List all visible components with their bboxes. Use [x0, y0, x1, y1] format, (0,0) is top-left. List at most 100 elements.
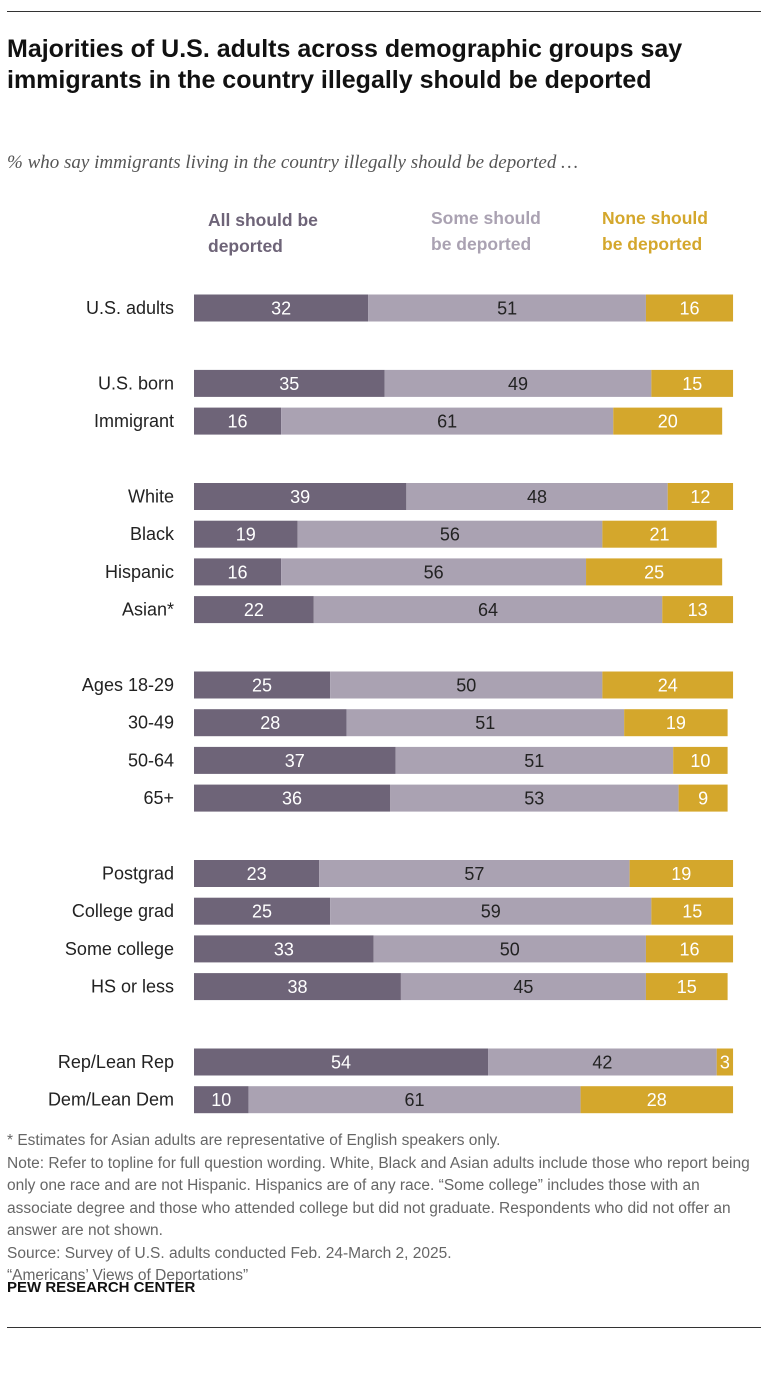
- data-label-all: 23: [247, 864, 267, 884]
- row-label: Black: [130, 524, 175, 544]
- data-label-some: 56: [424, 562, 444, 582]
- row-label: 30-49: [128, 713, 174, 733]
- legend-none: None should be deported: [602, 205, 708, 257]
- bar-segment-some: [400, 973, 646, 1001]
- row-label: Ages 18-29: [82, 675, 174, 695]
- data-label-some: 51: [497, 299, 517, 319]
- bar-segment-none: [651, 897, 734, 925]
- data-label-some: 53: [524, 789, 544, 809]
- bar-segment-none: [651, 369, 734, 397]
- bar-segment-some: [248, 1086, 581, 1114]
- data-label-all: 32: [271, 299, 291, 319]
- data-label-all: 39: [290, 487, 310, 507]
- bar-segment-none: [667, 483, 734, 510]
- note-asian: * Estimates for Asian adults are represe…: [7, 1132, 501, 1149]
- data-label-some: 56: [440, 525, 460, 545]
- legend-some-line2: be deported: [431, 234, 532, 254]
- data-label-none: 19: [666, 713, 686, 733]
- bar-segment-some: [313, 596, 663, 624]
- data-label-all: 54: [331, 1053, 351, 1073]
- data-label-none: 3: [720, 1053, 730, 1073]
- data-label-none: 24: [658, 676, 678, 696]
- bar-segment-some: [297, 520, 603, 548]
- data-label-none: 12: [690, 487, 710, 507]
- row-label: U.S. born: [98, 373, 174, 393]
- bar-segment-none: [645, 294, 734, 322]
- row-label: Hispanic: [105, 562, 174, 582]
- data-label-none: 16: [679, 299, 699, 319]
- legend-all: All should be deported: [208, 207, 318, 259]
- row-label: HS or less: [91, 977, 174, 997]
- stacked-bar-chart: U.S. adults 32 51 16U.S. born 35 49 15Immigran…: [48, 294, 734, 1114]
- legend-none-line1: None should: [602, 208, 708, 228]
- legend-some: Some should be deported: [431, 205, 541, 257]
- data-label-none: 21: [650, 525, 670, 545]
- bar-segment-all: [194, 671, 331, 699]
- row-label: White: [128, 487, 174, 507]
- notes: * Estimates for Asian adults are represe…: [7, 1130, 762, 1288]
- bar-segment-all: [194, 860, 320, 887]
- row-label: Dem/Lean Dem: [48, 1090, 174, 1110]
- data-label-all: 37: [285, 751, 305, 771]
- data-label-none: 9: [698, 789, 708, 809]
- data-label-none: 19: [671, 864, 691, 884]
- bar-segment-none: [716, 1048, 734, 1076]
- note-definitions: Note: Refer to topline for full question…: [7, 1154, 750, 1240]
- data-label-all: 36: [282, 789, 302, 809]
- bar-segment-some: [330, 671, 603, 699]
- bar-segment-none: [662, 596, 734, 624]
- data-label-all: 10: [211, 1090, 231, 1110]
- row-label: Immigrant: [94, 411, 174, 431]
- bar-segment-none: [645, 973, 728, 1001]
- bar-segment-some: [368, 294, 646, 322]
- data-label-some: 61: [437, 412, 457, 432]
- bar-segment-none: [580, 1086, 734, 1114]
- bar-segment-all: [194, 407, 282, 435]
- data-label-all: 16: [228, 412, 248, 432]
- data-label-all: 19: [236, 525, 256, 545]
- row-label: U.S. adults: [86, 298, 174, 318]
- bar-segment-none: [602, 671, 734, 699]
- data-label-some: 64: [478, 600, 498, 620]
- bar-segment-all: [194, 596, 314, 624]
- bar-segment-none: [678, 784, 728, 812]
- bar-segment-all: [194, 784, 391, 812]
- legend-none-line2: be deported: [602, 234, 703, 254]
- data-label-some: 51: [475, 713, 495, 733]
- data-label-all: 35: [279, 374, 299, 394]
- data-label-some: 49: [508, 374, 528, 394]
- data-label-all: 25: [252, 902, 272, 922]
- bar-segment-all: [194, 369, 385, 397]
- data-label-some: 48: [527, 487, 547, 507]
- legend-all-line2: deported: [208, 236, 283, 256]
- data-label-some: 61: [405, 1090, 425, 1110]
- row-label: Rep/Lean Rep: [58, 1052, 174, 1072]
- row-label: Asian*: [122, 600, 174, 620]
- data-label-some: 59: [481, 902, 501, 922]
- bar-segment-all: [194, 709, 347, 737]
- data-label-none: 15: [682, 374, 702, 394]
- brand-logo: PEW RESEARCH CENTER: [7, 1279, 196, 1296]
- data-label-none: 15: [677, 977, 697, 997]
- chart-subtitle: % who say immigrants living in the count…: [7, 152, 578, 173]
- data-label-some: 45: [513, 977, 533, 997]
- bar-segment-all: [194, 897, 331, 925]
- data-label-some: 50: [456, 676, 476, 696]
- data-label-none: 16: [679, 939, 699, 959]
- data-label-all: 33: [274, 939, 294, 959]
- bar-segment-some: [373, 935, 646, 963]
- bar-segment-all: [194, 935, 374, 963]
- data-label-some: 50: [500, 939, 520, 959]
- data-label-all: 16: [228, 562, 248, 582]
- bar-segment-all: [194, 973, 401, 1001]
- top-rule: [7, 11, 761, 12]
- bar-segment-some: [281, 558, 587, 586]
- data-label-none: 13: [688, 600, 708, 620]
- row-label: College grad: [72, 901, 174, 921]
- bar-segment-none: [586, 558, 723, 586]
- data-label-none: 28: [647, 1090, 667, 1110]
- bar-segment-some: [346, 709, 625, 737]
- data-label-all: 25: [252, 676, 272, 696]
- data-label-none: 20: [658, 412, 678, 432]
- bar-segment-all: [194, 294, 369, 322]
